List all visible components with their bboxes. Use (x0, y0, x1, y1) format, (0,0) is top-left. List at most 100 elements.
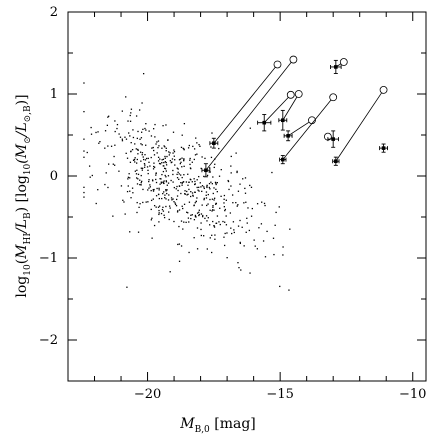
background-point (278, 206, 280, 208)
background-point (198, 175, 200, 178)
background-point (215, 202, 218, 205)
background-point (223, 206, 226, 208)
background-point (132, 192, 134, 194)
background-point (192, 194, 194, 196)
background-point (189, 159, 191, 161)
background-point (149, 165, 151, 167)
background-point (130, 150, 132, 153)
background-point (116, 123, 119, 126)
background-point (118, 133, 120, 135)
background-point (153, 154, 156, 156)
background-point (157, 156, 160, 158)
background-point (218, 175, 221, 177)
background-point (191, 181, 193, 183)
x-axis-label: MB,0 [mag] (179, 416, 256, 435)
background-point (190, 191, 192, 193)
galaxy-point (286, 134, 290, 138)
background-point (183, 149, 185, 151)
background-point (145, 201, 147, 203)
background-point (183, 158, 185, 160)
background-point (181, 166, 183, 168)
background-point (157, 206, 160, 208)
galaxy-point (334, 159, 338, 164)
background-point (136, 162, 138, 164)
connector-line (282, 96, 298, 121)
background-point (192, 145, 194, 148)
background-point (158, 197, 161, 200)
background-point (183, 221, 185, 223)
background-point (196, 186, 198, 189)
background-point (122, 199, 124, 201)
background-point (174, 202, 176, 204)
background-point (248, 229, 251, 232)
background-point (190, 179, 192, 181)
background-point (219, 223, 221, 226)
background-point (141, 102, 143, 104)
background-point (156, 141, 158, 143)
background-point (215, 182, 217, 184)
background-point (138, 206, 140, 209)
background-point (97, 131, 99, 133)
background-point (237, 225, 240, 227)
background-point (188, 144, 190, 147)
background-point (237, 190, 240, 192)
background-point (254, 245, 256, 247)
background-point (233, 231, 235, 234)
background-point (160, 181, 162, 183)
background-point (178, 178, 180, 181)
background-point (166, 192, 168, 195)
background-point (188, 201, 191, 203)
background-point (134, 170, 136, 172)
background-point (235, 201, 237, 204)
background-point (172, 173, 174, 176)
background-point (194, 202, 196, 204)
background-point (200, 213, 203, 215)
background-point (172, 131, 175, 133)
background-point (182, 181, 184, 183)
background-point (151, 147, 153, 149)
background-point (176, 173, 178, 176)
connector-line (263, 97, 289, 123)
background-point (140, 137, 143, 139)
background-point (172, 198, 174, 200)
background-point (157, 193, 160, 196)
background-point (196, 142, 198, 144)
background-point (203, 198, 205, 201)
background-point (180, 161, 182, 163)
background-point (194, 214, 197, 217)
background-point (262, 240, 265, 242)
background-point (214, 238, 216, 240)
connector-line (205, 62, 292, 171)
background-point (153, 204, 156, 207)
background-point (147, 157, 149, 160)
background-point (169, 152, 171, 154)
background-point (107, 145, 109, 147)
background-point (191, 192, 194, 194)
background-point (210, 156, 213, 159)
background-point (197, 189, 199, 191)
background-point (237, 204, 239, 206)
background-point (135, 148, 137, 150)
background-point (133, 159, 135, 161)
background-point (186, 190, 188, 193)
background-point (210, 146, 212, 148)
background-point (172, 169, 174, 172)
background-point (128, 132, 130, 134)
background-point (140, 174, 142, 177)
background-point (183, 122, 186, 125)
background-point (200, 222, 202, 224)
background-point (178, 243, 181, 245)
background-point (141, 144, 143, 146)
background-point (209, 198, 211, 201)
background-point (83, 191, 85, 194)
background-point (201, 156, 203, 158)
background-point (182, 228, 184, 230)
background-point (244, 187, 246, 190)
background-point (126, 286, 128, 288)
background-point (144, 154, 146, 156)
background-point (173, 150, 176, 153)
background-point (136, 137, 138, 140)
background-point (125, 152, 127, 155)
background-point (137, 173, 140, 176)
background-point (163, 214, 165, 216)
